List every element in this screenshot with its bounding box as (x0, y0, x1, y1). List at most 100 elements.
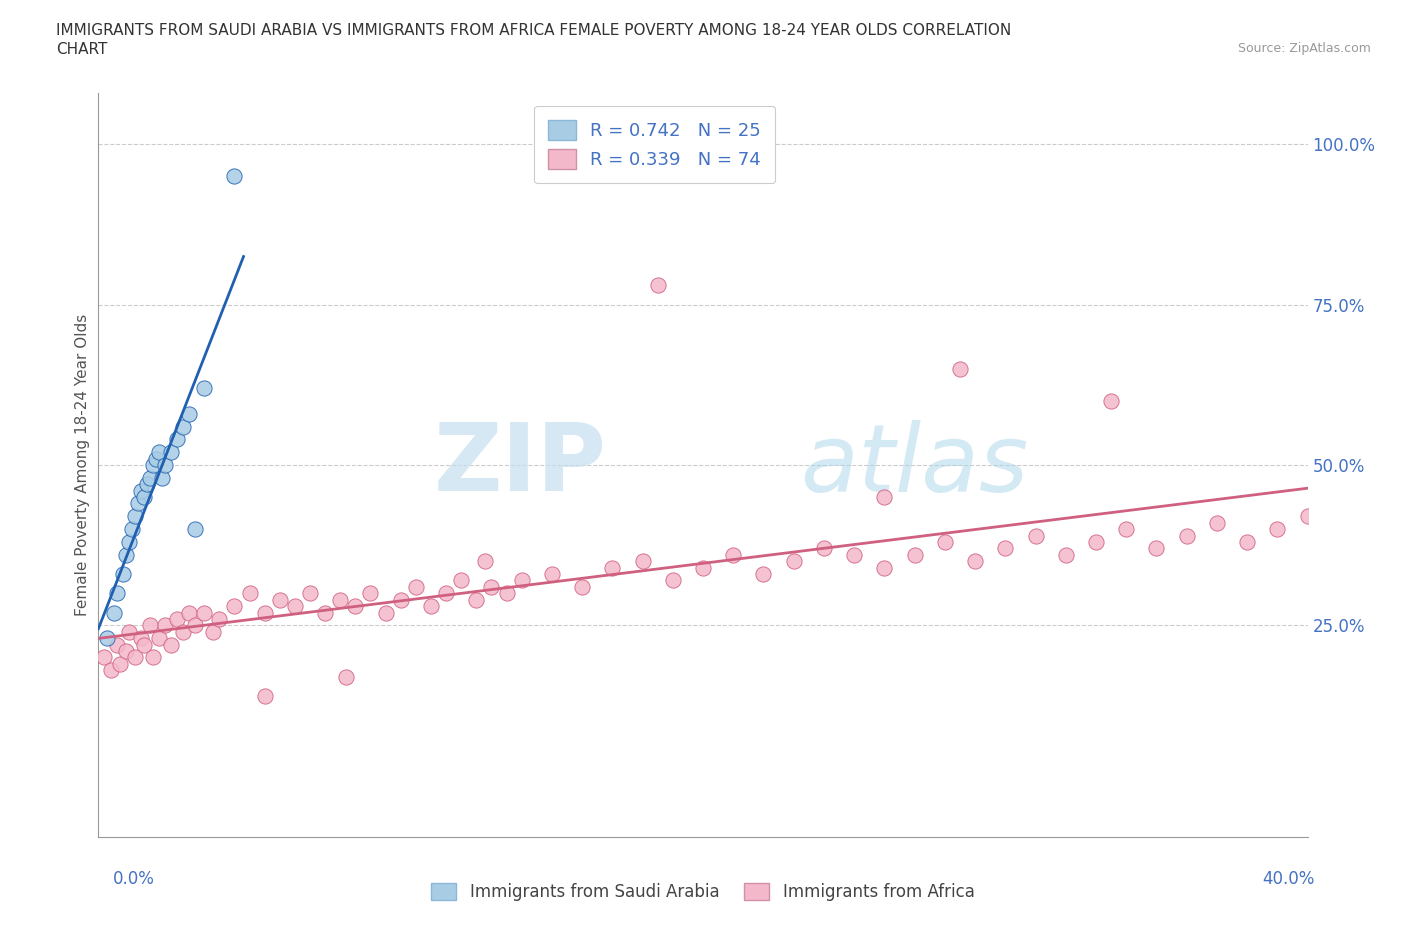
Point (329, 592, 352, 607)
Point (360, 586, 382, 601)
Point (129, 484, 152, 498)
Point (374, 605, 396, 620)
Point (121, 522, 143, 537)
Point (1099, 393, 1122, 408)
Point (253, 605, 276, 620)
Point (179, 605, 201, 620)
Point (1296, 509, 1319, 524)
Point (813, 541, 835, 556)
Point (124, 650, 146, 665)
Point (540, 566, 562, 581)
Point (783, 553, 806, 568)
Point (114, 548, 136, 563)
Point (114, 644, 136, 658)
Point (1175, 528, 1198, 543)
Point (723, 548, 745, 563)
Point (510, 573, 533, 588)
Point (111, 566, 134, 581)
Point (153, 458, 176, 472)
Point (224, 169, 246, 184)
Point (208, 612, 231, 627)
Point (160, 637, 183, 652)
Point (752, 566, 775, 581)
Point (105, 586, 128, 601)
Point (118, 624, 141, 639)
Point (602, 560, 624, 575)
Point (335, 670, 357, 684)
Point (344, 599, 367, 614)
Point (965, 553, 987, 568)
Point (873, 489, 896, 504)
Point (474, 553, 496, 568)
Point (202, 624, 225, 639)
Point (844, 548, 866, 563)
Point (389, 592, 412, 607)
Point (1236, 535, 1258, 550)
Point (692, 560, 714, 575)
Point (450, 573, 472, 588)
Point (269, 592, 291, 607)
Text: 0.0%: 0.0% (112, 870, 155, 888)
Point (420, 599, 443, 614)
Point (166, 432, 188, 446)
Point (994, 541, 1017, 556)
Point (132, 637, 155, 652)
Point (661, 573, 683, 588)
Text: IMMIGRANTS FROM SAUDI ARABIA VS IMMIGRANTS FROM AFRICA FEMALE POVERTY AMONG 18-2: IMMIGRANTS FROM SAUDI ARABIA VS IMMIGRAN… (56, 23, 1011, 38)
Point (904, 548, 927, 563)
Point (314, 605, 336, 620)
Point (129, 631, 152, 645)
Point (495, 586, 517, 601)
Point (93, 650, 115, 665)
Point (1146, 541, 1168, 556)
Point (253, 688, 276, 703)
Point (108, 657, 131, 671)
Point (150, 471, 173, 485)
Point (1054, 548, 1077, 563)
Point (124, 509, 146, 524)
Point (142, 650, 165, 665)
Point (239, 586, 262, 601)
Point (1115, 522, 1137, 537)
Point (160, 445, 183, 459)
Point (103, 605, 125, 620)
Point (142, 458, 165, 472)
Point (179, 406, 201, 421)
Point (299, 586, 322, 601)
Text: ZIP: ZIP (433, 419, 606, 511)
Point (153, 618, 176, 632)
Point (873, 560, 896, 575)
Point (135, 477, 157, 492)
Point (148, 631, 170, 645)
Point (184, 618, 207, 632)
Text: atlas: atlas (800, 419, 1028, 511)
Point (647, 278, 669, 293)
Text: Source: ZipAtlas.com: Source: ZipAtlas.com (1237, 42, 1371, 55)
Point (284, 599, 307, 614)
Point (96, 631, 118, 645)
Point (127, 496, 149, 511)
Point (118, 535, 141, 550)
Legend: R = 0.742   N = 25, R = 0.339   N = 74: R = 0.742 N = 25, R = 0.339 N = 74 (534, 106, 775, 183)
Point (949, 362, 972, 377)
Point (631, 553, 654, 568)
Text: CHART: CHART (56, 42, 108, 57)
Point (139, 618, 162, 632)
Legend: Immigrants from Saudi Arabia, Immigrants from Africa: Immigrants from Saudi Arabia, Immigrants… (425, 876, 981, 908)
Point (1085, 535, 1108, 550)
Point (184, 522, 207, 537)
Point (132, 489, 155, 504)
Point (934, 535, 956, 550)
Point (481, 579, 503, 594)
Point (193, 605, 215, 620)
Point (145, 451, 167, 466)
Text: 40.0%: 40.0% (1263, 870, 1315, 888)
Point (405, 579, 427, 594)
Point (139, 471, 162, 485)
Point (166, 612, 188, 627)
Point (148, 445, 170, 459)
Point (224, 599, 246, 614)
Point (172, 419, 194, 434)
Point (193, 380, 215, 395)
Point (571, 579, 593, 594)
